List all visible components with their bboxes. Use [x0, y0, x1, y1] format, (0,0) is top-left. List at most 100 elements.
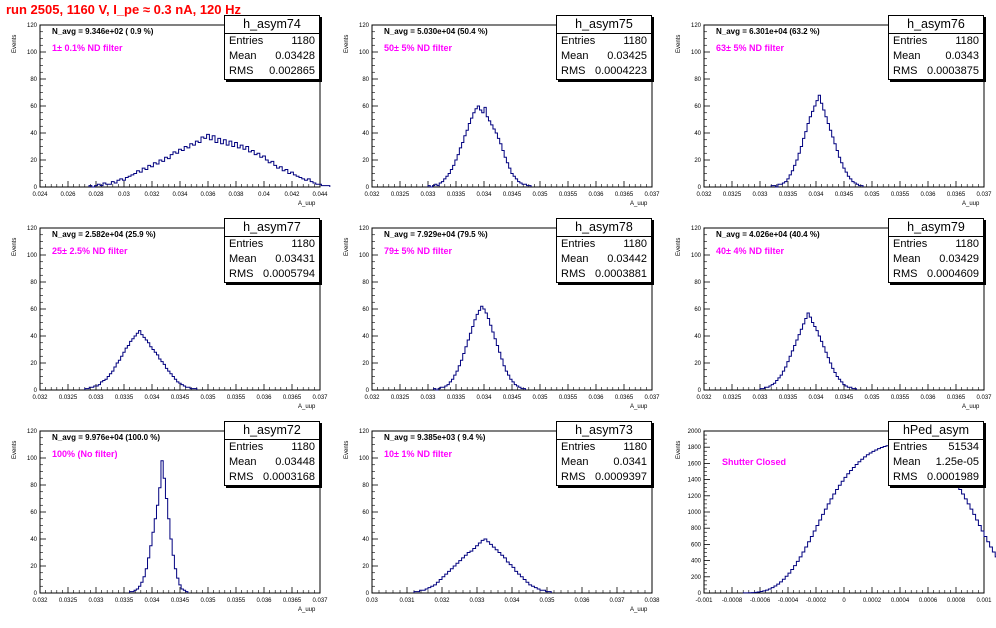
- x-tick-label: 0.032: [364, 192, 380, 198]
- histogram-name: h_asym78: [557, 219, 651, 237]
- mean-value: 0.03442: [607, 253, 647, 265]
- histogram-name: h_asym73: [557, 422, 651, 440]
- stats-row-rms: RMS 0.0003168: [225, 470, 319, 485]
- n-avg-label: N_avg = 2.582e+04 (25.9 %): [52, 230, 156, 239]
- x-axis-label: A_uup: [962, 201, 980, 207]
- histogram-plot: 0.032 0.0325 0.033 0.0335 0.034 0.0345 0.035 0.…: [691, 23, 992, 198]
- x-tick-label: 0.0355: [891, 395, 910, 401]
- y-tick-label: 120: [691, 226, 702, 232]
- stats-row-rms: RMS 0.0003881: [557, 267, 651, 282]
- x-tick-label: 0.034: [476, 192, 492, 198]
- y-tick-label: 60: [362, 307, 369, 313]
- entries-label: Entries: [229, 441, 264, 453]
- entries-value: 1180: [623, 441, 647, 453]
- x-tick-label: 0.036: [588, 395, 604, 401]
- histogram-plot: 0.024 0.026 0.028 0.03 0.032 0.034 0.036 0.038 0…: [27, 23, 331, 198]
- stats-row-entries: Entries 1180: [557, 440, 651, 455]
- x-tick-label: 0.032: [696, 192, 712, 198]
- y-tick-label: 120: [691, 23, 702, 29]
- y-tick-label: 0: [698, 185, 702, 191]
- x-tick-label: 0.034: [476, 395, 492, 401]
- x-tick-label: 0.034: [144, 395, 160, 401]
- x-tick-label: 0.0345: [171, 395, 190, 401]
- stats-row-entries: Entries 1180: [225, 237, 319, 252]
- x-tick-label: 0.0345: [503, 192, 522, 198]
- x-tick-label: 0.0335: [779, 395, 798, 401]
- entries-label: Entries: [229, 35, 264, 47]
- x-tick-label: 0.034: [172, 192, 188, 198]
- histogram-plot: 0.03 0.031 0.032 0.033 0.034 0.035 0.036 0.037 0…: [359, 429, 660, 604]
- y-tick-label: 60: [362, 510, 369, 516]
- entries-value: 1180: [955, 35, 979, 47]
- filter-label: Shutter Closed: [722, 457, 787, 467]
- x-tick-label: 0.034: [808, 395, 824, 401]
- filter-label: 63± 5% ND filter: [716, 43, 784, 53]
- stats-row-rms: RMS 0.0004223: [557, 64, 651, 79]
- y-tick-label: 100: [27, 456, 38, 462]
- y-tick-label: 100: [691, 50, 702, 56]
- y-tick-label: 60: [694, 307, 701, 313]
- x-tick-label: 0.0345: [835, 192, 854, 198]
- stats-row-mean: Mean 0.03448: [225, 455, 319, 470]
- x-tick-label: 0.038: [644, 598, 660, 604]
- histogram-line: [84, 330, 198, 390]
- y-tick-label: 20: [30, 361, 37, 367]
- filter-label: 25± 2.5% ND filter: [52, 246, 128, 256]
- x-tick-label: 0.0355: [559, 192, 578, 198]
- entries-label: Entries: [561, 441, 596, 453]
- y-tick-label: 100: [359, 50, 370, 56]
- rms-label: RMS: [893, 65, 918, 77]
- histogram-panel: 0.032 0.0325 0.033 0.0335 0.034 0.0345 0.035 0.…: [664, 15, 996, 222]
- rms-label: RMS: [561, 65, 586, 77]
- x-tick-label: 0.036: [920, 192, 936, 198]
- y-axis-label: Events: [676, 237, 682, 256]
- x-tick-label: 0.0355: [891, 192, 910, 198]
- x-tick-label: 0.032: [32, 598, 48, 604]
- entries-label: Entries: [893, 441, 928, 453]
- histogram-name: hPed_asym: [889, 422, 983, 440]
- y-tick-label: 60: [694, 104, 701, 110]
- stats-box: h_asym79 Entries 1180 Mean 0.03429 RMS 0.00046…: [888, 218, 984, 283]
- x-tick-label: 0.0345: [503, 395, 522, 401]
- x-tick-label: 0.033: [752, 192, 768, 198]
- stats-row-mean: Mean 0.0343: [889, 49, 983, 64]
- histogram-name: h_asym74: [225, 16, 319, 34]
- rms-value: 0.0001989: [927, 471, 979, 483]
- x-tick-label: 0.0355: [227, 598, 246, 604]
- rms-value: 0.0009397: [595, 471, 647, 483]
- x-tick-label: 0.0365: [615, 395, 634, 401]
- y-tick-label: 2000: [688, 429, 702, 435]
- y-tick-label: 0: [34, 591, 38, 597]
- x-tick-label: 0.037: [312, 395, 328, 401]
- histogram-line: [129, 460, 189, 593]
- histogram-panel: 0.032 0.0325 0.033 0.0335 0.034 0.0345 0.035 0.…: [332, 218, 664, 425]
- stats-box: h_asym74 Entries 1180 Mean 0.03428 RMS 0.00286…: [224, 15, 320, 80]
- stats-row-rms: RMS 0.0004609: [889, 267, 983, 282]
- y-tick-label: 80: [30, 483, 37, 489]
- y-tick-label: 80: [694, 280, 701, 286]
- entries-value: 1180: [291, 238, 315, 250]
- x-tick-label: 0.034: [808, 192, 824, 198]
- x-tick-label: 0: [842, 598, 846, 604]
- stats-box: h_asym78 Entries 1180 Mean 0.03442 RMS 0.00038…: [556, 218, 652, 283]
- histogram-line: [433, 305, 526, 391]
- y-tick-label: 0: [366, 388, 370, 394]
- y-tick-label: 0: [34, 185, 38, 191]
- entries-label: Entries: [229, 238, 264, 250]
- x-tick-label: 0.0335: [447, 395, 466, 401]
- filter-label: 40± 4% ND filter: [716, 246, 784, 256]
- y-axis-label: Events: [344, 440, 350, 459]
- y-axis-label: Events: [12, 440, 18, 459]
- histogram-plot: 0.032 0.0325 0.033 0.0335 0.034 0.0345 0.035 0.…: [27, 226, 328, 401]
- x-tick-label: 0.0325: [391, 395, 410, 401]
- y-tick-label: 40: [30, 537, 37, 543]
- stats-row-mean: Mean 0.03428: [225, 49, 319, 64]
- x-tick-label: 0.035: [532, 395, 548, 401]
- y-tick-label: 120: [27, 226, 38, 232]
- stats-row-rms: RMS 0.0009397: [557, 470, 651, 485]
- y-tick-label: 400: [691, 559, 702, 565]
- rms-value: 0.0003881: [595, 268, 647, 280]
- x-tick-label: 0.0365: [283, 598, 302, 604]
- x-tick-label: 0.0365: [947, 395, 966, 401]
- y-tick-label: 80: [362, 280, 369, 286]
